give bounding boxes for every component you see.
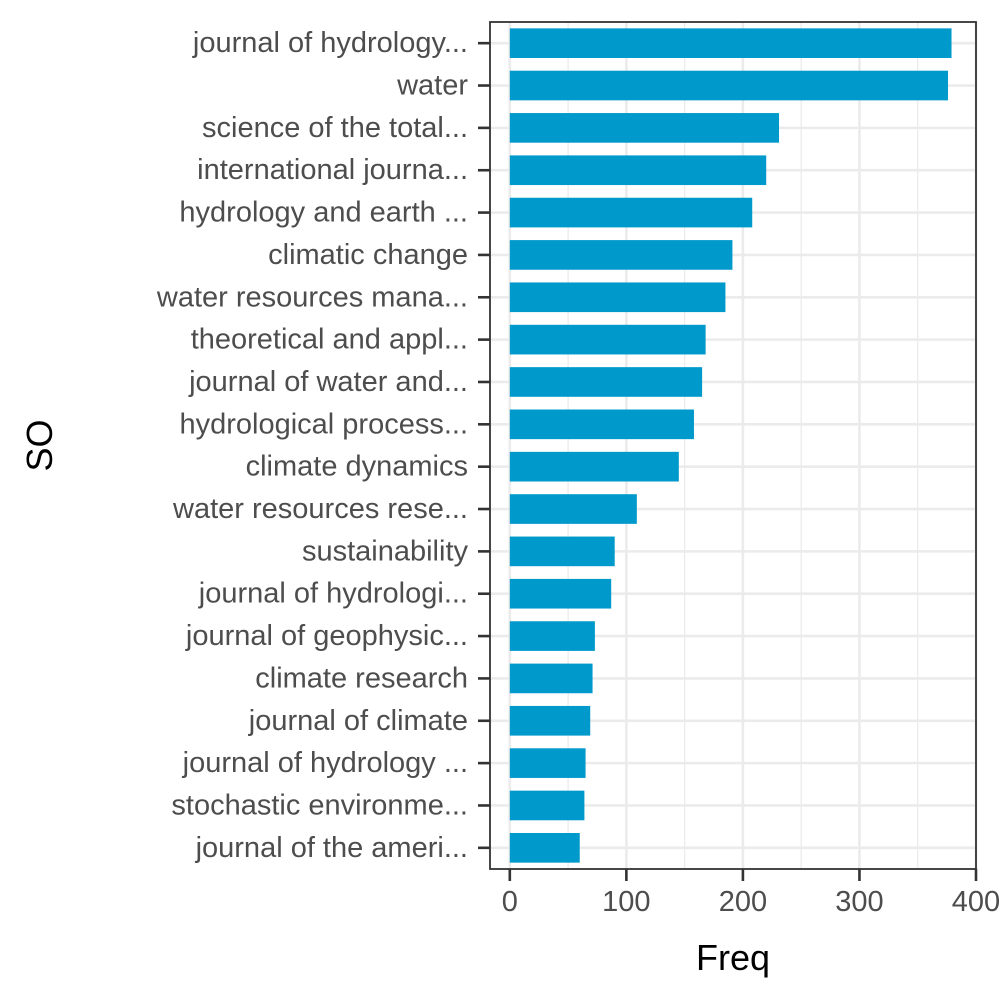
x-tick-label: 0: [502, 886, 518, 918]
y-axis-title: SO: [19, 419, 60, 471]
y-tick-label: journal of hydrologi...: [198, 578, 468, 610]
bar: [509, 409, 694, 440]
y-tick-label: journal of climate: [248, 705, 468, 737]
y-tick-label: hydrology and earth ...: [179, 197, 468, 229]
bar: [509, 790, 585, 821]
bar: [509, 155, 767, 186]
panel-border: [489, 21, 977, 870]
y-tick-label: sustainability: [302, 535, 469, 567]
bar: [509, 833, 580, 863]
y-tick-label: hydrological process...: [179, 408, 468, 440]
x-axis-title: Freq: [696, 937, 770, 978]
bar: [509, 663, 593, 694]
bar: [509, 494, 637, 524]
y-tick-label: theoretical and appl...: [191, 324, 468, 356]
x-tick-label: 100: [602, 886, 650, 918]
bar: [509, 748, 586, 778]
y-tick-label: climatic change: [268, 239, 468, 271]
x-tick-label: 200: [719, 886, 767, 918]
bar: [509, 536, 615, 567]
y-tick-label: stochastic environme...: [171, 789, 468, 821]
bars: [509, 28, 952, 863]
y-tick-label: journal of water and...: [188, 366, 468, 398]
x-axis: 0 100 200 300 400: [502, 869, 1000, 918]
bar: [509, 451, 679, 482]
bar: [509, 324, 706, 355]
bar: [509, 282, 726, 313]
x-tick-label: 300: [835, 886, 883, 918]
bar: [509, 70, 949, 101]
bar: [509, 240, 733, 270]
bar: [509, 197, 753, 228]
bar: [509, 578, 612, 609]
grid-lines: [490, 22, 978, 869]
bar: [509, 621, 595, 651]
y-tick-label: journal of hydrology ...: [182, 747, 468, 779]
y-tick-label: climate dynamics: [246, 451, 468, 483]
y-tick-label: science of the total...: [202, 112, 468, 144]
y-tick-label: international journa...: [197, 154, 468, 186]
bar: [509, 113, 780, 143]
x-tick-label: 400: [952, 886, 1000, 918]
y-tick-label: water resources rese...: [172, 493, 468, 525]
bar: [509, 705, 591, 736]
bar: [509, 367, 703, 397]
y-axis: journal of hydrology... water science of t…: [156, 27, 490, 864]
y-tick-label: journal of the ameri...: [195, 832, 468, 864]
y-tick-label: water: [396, 70, 468, 102]
y-tick-label: climate research: [255, 662, 468, 694]
y-tick-label: water resources mana...: [156, 281, 468, 313]
y-tick-label: journal of hydrology...: [192, 27, 468, 59]
bar: [509, 28, 952, 58]
y-tick-label: journal of geophysic...: [185, 620, 468, 652]
